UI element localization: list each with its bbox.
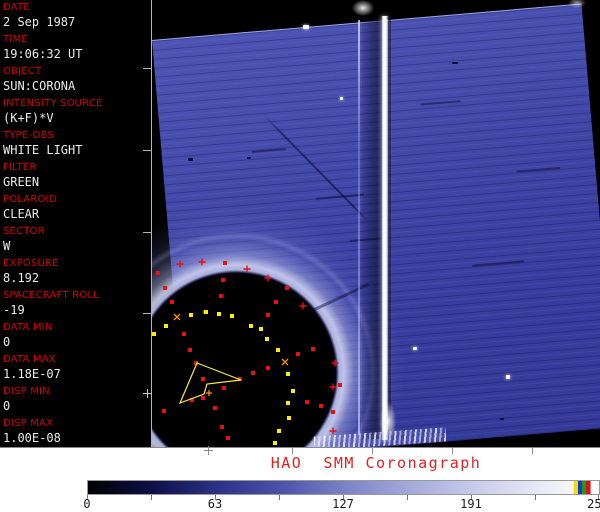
colorbar-tick xyxy=(151,495,152,500)
axis-tick xyxy=(143,68,151,69)
field-object: OBJECT SUN:CORONA xyxy=(3,66,147,93)
image-markers xyxy=(152,258,342,445)
left-axis xyxy=(151,0,152,447)
axis-tick xyxy=(208,446,209,455)
field-time: TIME 19:06:32 UT xyxy=(3,34,147,61)
axis-tick xyxy=(292,448,293,454)
field-value: (K+F)*V xyxy=(3,111,54,125)
dark-speck xyxy=(452,62,458,64)
field-label: DISP MIN xyxy=(3,386,50,397)
field-label: FILTER xyxy=(3,162,37,173)
field-label: DATA MAX xyxy=(3,354,56,365)
colorbar-tick xyxy=(343,495,344,500)
bright-blob-corner xyxy=(568,0,586,8)
faint-vertical-line xyxy=(358,20,360,435)
colorbar-label: 191 xyxy=(460,497,482,511)
field-date: DATE 2 Sep 1987 xyxy=(3,2,147,29)
field-label: DATA MIN xyxy=(3,322,53,333)
axis-tick xyxy=(452,448,453,454)
colorbar-label: 127 xyxy=(332,497,354,511)
bright-spot xyxy=(303,25,309,29)
field-value: 1.18E-07 xyxy=(3,367,61,381)
coronagraph-image xyxy=(152,0,600,447)
field-value: -19 xyxy=(3,303,25,317)
field-label: SECTOR xyxy=(3,226,45,237)
field-label: TYPE-OBS xyxy=(3,130,54,141)
field-value: 0 xyxy=(3,399,11,413)
field-label: INTENSITY SOURCE xyxy=(3,98,103,109)
field-label: OBJECT xyxy=(3,66,42,77)
field-value: CLEAR xyxy=(3,207,40,221)
dark-speck xyxy=(188,158,193,161)
dark-speck xyxy=(500,418,504,420)
field-label: TIME xyxy=(3,34,28,45)
colorbar-tick xyxy=(598,495,599,500)
field-label: POLAROID xyxy=(3,194,57,205)
pylon-dark-edge xyxy=(388,18,391,438)
dark-speck xyxy=(247,157,251,159)
field-label: EXPOSURE xyxy=(3,258,59,269)
colorbar-tick xyxy=(407,495,408,500)
metadata-sidebar: DATE 2 Sep 1987 TIME 19:06:32 UT OBJECT SUN… xyxy=(3,0,147,447)
field-sector: SECTOR W xyxy=(3,226,147,253)
field-value: SUN:CORONA xyxy=(3,79,76,93)
colorbar-tick xyxy=(215,495,216,500)
field-label: DISP MAX xyxy=(3,418,54,429)
field-value: 2 Sep 1987 xyxy=(3,15,76,29)
field-value: WHITE LIGHT xyxy=(3,143,83,157)
field-exposure: EXPOSURE 8.192 xyxy=(3,258,147,285)
field-label: SPACECRAFT ROLL xyxy=(3,290,99,301)
axis-tick xyxy=(143,313,151,314)
axis-tick xyxy=(143,150,151,151)
field-polaroid: POLAROID CLEAR xyxy=(3,194,147,221)
axis-tick xyxy=(143,232,151,233)
bright-blob-top xyxy=(352,0,374,16)
axis-tick xyxy=(532,448,533,454)
colorbar-tick xyxy=(279,495,280,500)
bright-spot xyxy=(506,375,510,379)
field-type-obs: TYPE-OBS WHITE LIGHT xyxy=(3,130,147,157)
colorbar-tick xyxy=(471,495,472,500)
field-data-max: DATA MAX 1.18E-07 xyxy=(3,354,147,381)
field-value: 0 xyxy=(3,335,11,349)
colorbar-tick xyxy=(535,495,536,500)
page-title: HAO SMM Coronagraph xyxy=(270,454,482,472)
field-value: GREEN xyxy=(3,175,40,189)
field-value: 1.00E-08 xyxy=(3,431,61,445)
colorbar-label: 63 xyxy=(207,497,223,511)
field-value: 8.192 xyxy=(3,271,40,285)
field-spacecraft-roll: SPACECRAFT ROLL -19 xyxy=(3,290,147,317)
colorbar-tick xyxy=(87,495,88,500)
axis-tick xyxy=(147,389,148,398)
field-data-min: DATA MIN 0 xyxy=(3,322,147,349)
field-disp-min: DISP MIN 0 xyxy=(3,386,147,413)
bright-spot xyxy=(340,97,343,100)
colorbar-label: 0 xyxy=(83,497,91,511)
field-label: DATE xyxy=(3,2,30,13)
field-filter: FILTER GREEN xyxy=(3,162,147,189)
pylon-bright-line xyxy=(381,16,388,440)
bright-spot xyxy=(413,347,417,350)
pylon-shadow-band xyxy=(362,18,382,439)
field-value: 19:06:32 UT xyxy=(3,47,83,61)
field-intensity-source: INTENSITY SOURCE (K+F)*V xyxy=(3,98,147,125)
field-value: W xyxy=(3,239,11,253)
field-disp-max: DISP MAX 1.00E-08 xyxy=(3,418,147,445)
colorbar-label: 255 xyxy=(587,497,600,511)
axis-tick xyxy=(372,448,373,454)
colorbar xyxy=(87,480,600,495)
bottom-axis xyxy=(0,447,600,448)
